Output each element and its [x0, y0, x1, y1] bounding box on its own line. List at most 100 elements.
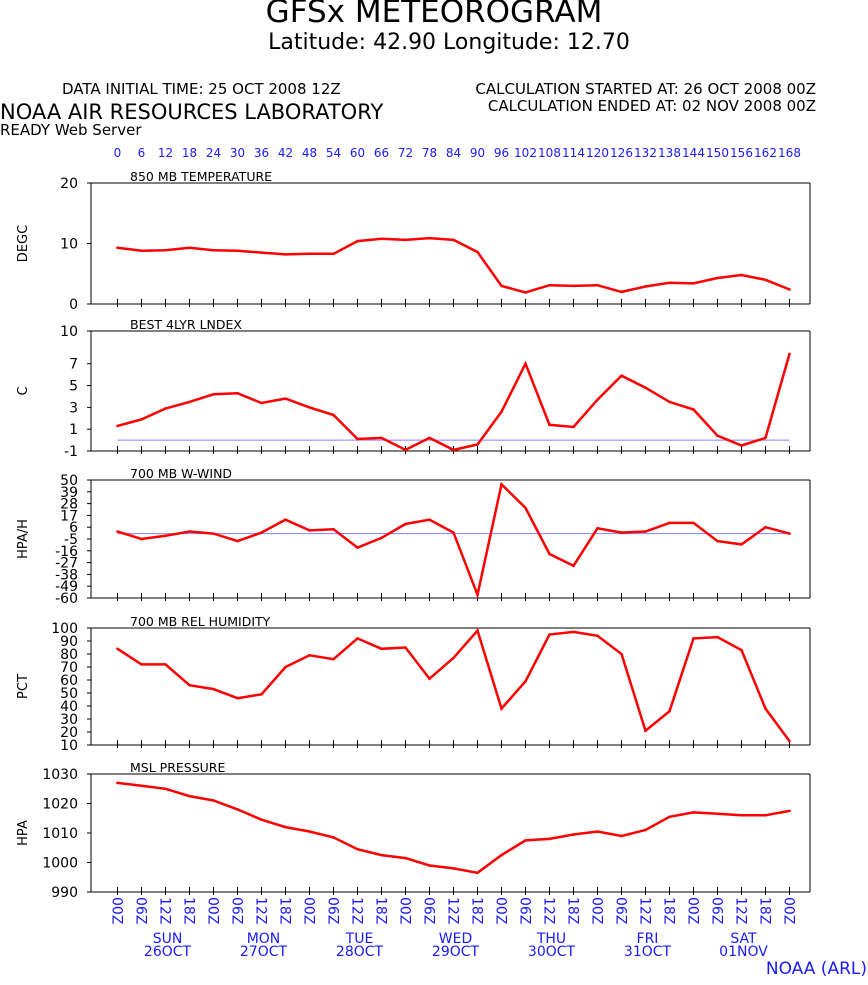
hour-tick-label: 150 [706, 146, 729, 160]
data-point [332, 836, 335, 839]
data-point [524, 362, 527, 366]
data-point [500, 707, 503, 710]
y-tick-label: 0 [69, 297, 78, 313]
y-tick-label: 70 [60, 660, 78, 676]
day-name-label: SUN [153, 931, 183, 947]
data-point [380, 536, 383, 540]
y-tick-label: 10 [60, 237, 78, 253]
hour-tick-label: 138 [658, 146, 681, 160]
data-point [332, 657, 335, 661]
data-point [692, 521, 695, 525]
data-point [572, 833, 575, 836]
data-point [140, 418, 143, 421]
y-tick-label: 90 [60, 634, 78, 650]
data-point [236, 249, 239, 253]
y-tick-label: 1 [69, 422, 78, 438]
data-point [788, 739, 791, 743]
day-date-label: 29OCT [432, 944, 480, 960]
y-tick-label: 20 [60, 176, 78, 192]
server-name: READY Web Server [0, 121, 142, 139]
panel-lifted-index: -1 1 3 5 7 10 BEST 4LYR LNDEX C [16, 317, 811, 460]
hour-tick-label: 18 [182, 146, 197, 160]
y-axis-label: DEGC [16, 225, 31, 262]
time-tick-label: 00Z [301, 897, 317, 924]
time-tick-label: 12Z [637, 897, 653, 924]
data-initial-time: DATA INITIAL TIME: 25 OCT 2008 12Z [62, 80, 341, 98]
hour-tick-label: 168 [778, 146, 801, 160]
data-point [260, 693, 263, 696]
data-point [740, 444, 743, 447]
series-line-pressure [117, 781, 790, 875]
time-tick-label: 00Z [493, 897, 509, 924]
hour-tick-label: 132 [634, 146, 657, 160]
data-point [116, 530, 119, 533]
data-point [404, 856, 407, 860]
panel-temperature: 0 10 20 850 MB TEMPERATURE DEGC [16, 169, 811, 313]
data-point [212, 392, 215, 396]
series-line-lifted-index [117, 353, 791, 452]
data-point [716, 812, 719, 816]
data-point [788, 288, 791, 291]
y-tick-label: 28 [60, 497, 78, 513]
time-tick-label: 12Z [445, 897, 461, 924]
y-tick-label: 20 [60, 725, 78, 741]
time-tick-label: 00Z [205, 897, 221, 924]
data-point [692, 408, 695, 411]
data-point [500, 853, 503, 857]
time-tick-label: 12Z [157, 897, 173, 924]
data-point [380, 647, 383, 651]
hour-tick-label: 108 [538, 146, 561, 160]
hour-tick-label: 66 [374, 146, 389, 160]
hour-tick-label: 72 [398, 146, 413, 160]
hour-tick-label: 114 [562, 146, 585, 160]
y-axis-label: C [16, 386, 31, 395]
data-point [260, 818, 263, 822]
data-point [140, 784, 143, 788]
panel-title: BEST 4LYR LNDEX [130, 317, 242, 332]
data-point [644, 530, 647, 533]
time-tick-label: 00Z [109, 897, 125, 924]
y-axis-label: HPA/H [16, 519, 31, 559]
day-name-label: FRI [637, 931, 659, 947]
data-point [548, 837, 551, 841]
data-point [644, 386, 647, 390]
day-name-label: MON [247, 931, 281, 947]
y-axis-label: PCT [16, 674, 31, 699]
time-tick-label: 00Z [781, 897, 797, 924]
hour-tick-label: 48 [302, 146, 317, 160]
time-tick-label: 12Z [541, 897, 557, 924]
laboratory-name: NOAA AIR RESOURCES LABORATORY [0, 100, 384, 124]
time-tick-label: 06Z [133, 897, 149, 924]
data-point [332, 252, 335, 256]
data-point [164, 787, 167, 791]
calculation-started: CALCULATION STARTED AT: 26 OCT 2008 00Z [475, 80, 816, 98]
data-point [764, 814, 767, 817]
data-point [620, 531, 623, 534]
data-point [404, 522, 407, 526]
day-date-label: 27OCT [240, 944, 288, 960]
series-line-temperature [117, 236, 790, 294]
data-point [476, 871, 479, 875]
data-point [452, 238, 455, 242]
data-point [668, 281, 671, 285]
data-point [284, 253, 287, 256]
data-point [452, 531, 455, 534]
time-tick-label: 06Z [709, 897, 725, 924]
hour-tick-label: 36 [254, 146, 269, 160]
data-point [308, 529, 311, 532]
data-point [548, 633, 551, 636]
time-tick-label: 06Z [229, 897, 245, 924]
y-tick-label: -38 [55, 567, 78, 583]
data-point [764, 436, 767, 440]
data-point [764, 707, 767, 710]
data-point [692, 637, 695, 640]
data-point [140, 663, 143, 666]
time-tick-label: 18Z [757, 897, 773, 924]
data-point [260, 251, 263, 254]
data-point [668, 400, 671, 404]
data-point [596, 398, 599, 402]
y-axis-label: HPA [16, 820, 31, 846]
calculation-ended: CALCULATION ENDED AT: 02 NOV 2008 00Z [487, 97, 816, 115]
data-point [164, 407, 167, 410]
